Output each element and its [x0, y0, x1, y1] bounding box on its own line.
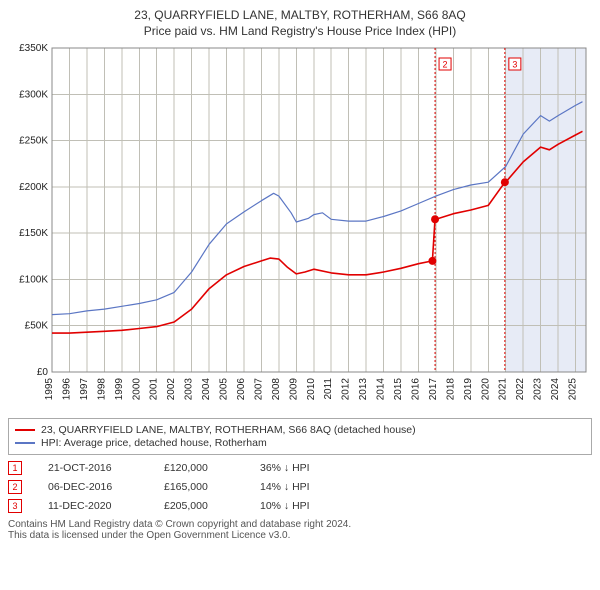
attribution: Contains HM Land Registry data © Crown c… [8, 519, 592, 541]
chart-title: 23, QUARRYFIELD LANE, MALTBY, ROTHERHAM,… [8, 8, 592, 22]
legend-item: HPI: Average price, detached house, Roth… [15, 437, 585, 449]
y-tick-label: £300K [19, 89, 48, 100]
x-tick-label: 2017 [428, 378, 439, 401]
transaction-date: 06-DEC-2016 [48, 481, 138, 493]
transaction-date: 21-OCT-2016 [48, 462, 138, 474]
y-tick-label: £250K [19, 136, 48, 147]
x-tick-label: 1996 [61, 378, 72, 401]
legend-label: 23, QUARRYFIELD LANE, MALTBY, ROTHERHAM,… [41, 424, 416, 436]
x-tick-label: 2001 [149, 378, 160, 401]
series-hpi [52, 102, 583, 315]
legend-swatch [15, 429, 35, 431]
y-tick-label: £50K [25, 321, 49, 332]
transaction-row: 3 11-DEC-2020 £205,000 10% ↓ HPI [8, 499, 592, 513]
y-tick-label: £200K [19, 182, 48, 193]
x-tick-label: 2000 [131, 378, 142, 401]
legend: 23, QUARRYFIELD LANE, MALTBY, ROTHERHAM,… [8, 418, 592, 455]
series-property [52, 131, 583, 333]
legend-item: 23, QUARRYFIELD LANE, MALTBY, ROTHERHAM,… [15, 424, 585, 436]
transaction-delta: 36% ↓ HPI [260, 462, 310, 474]
x-tick-label: 2024 [550, 378, 561, 401]
x-tick-label: 2011 [323, 378, 334, 400]
transaction-marker: 2 [8, 480, 22, 494]
x-tick-label: 2021 [498, 378, 509, 401]
x-tick-label: 2004 [201, 378, 212, 401]
transaction-price: £120,000 [164, 462, 234, 474]
y-tick-label: £350K [19, 44, 48, 54]
attribution-line2: This data is licensed under the Open Gov… [8, 530, 592, 541]
y-tick-label: £150K [19, 228, 48, 239]
transaction-table: 1 21-OCT-2016 £120,000 36% ↓ HPI 2 06-DEC-201… [8, 461, 592, 513]
x-tick-label: 2015 [393, 378, 404, 401]
x-tick-label: 2022 [515, 378, 526, 401]
transaction-marker: 3 [8, 499, 22, 513]
legend-label: HPI: Average price, detached house, Roth… [41, 437, 267, 449]
chart-svg: £0 £50K £100K £150K £200K £250K £300K £350K 1995… [8, 44, 592, 414]
x-tick-label: 2005 [219, 378, 230, 401]
x-tick-label: 2025 [568, 378, 579, 401]
x-tick-label: 2018 [445, 378, 456, 401]
chart-subtitle: Price paid vs. HM Land Registry's House … [8, 24, 592, 38]
event-marker-dot [431, 215, 439, 223]
chart-area: £0 £50K £100K £150K £200K £250K £300K £350K 1995… [8, 44, 592, 414]
x-tick-label: 2002 [166, 378, 177, 401]
transaction-price: £165,000 [164, 481, 234, 493]
x-tick-label: 2023 [533, 378, 544, 401]
legend-swatch [15, 442, 35, 444]
x-tick-label: 1999 [114, 378, 125, 401]
x-tick-label: 2012 [341, 378, 352, 401]
attribution-line1: Contains HM Land Registry data © Crown c… [8, 519, 592, 530]
event-marker-dot [501, 178, 509, 186]
transaction-date: 11-DEC-2020 [48, 500, 138, 512]
y-tick-label: £100K [19, 274, 48, 285]
transaction-price: £205,000 [164, 500, 234, 512]
event-marker-dot [428, 257, 436, 265]
transaction-delta: 10% ↓ HPI [260, 500, 310, 512]
x-tick-label: 2010 [306, 378, 317, 401]
transaction-row: 2 06-DEC-2016 £165,000 14% ↓ HPI [8, 480, 592, 494]
x-tick-label: 2016 [410, 378, 421, 401]
x-tick-label: 2006 [236, 378, 247, 401]
x-tick-label: 2007 [253, 378, 264, 401]
x-tick-label: 2014 [376, 378, 387, 401]
x-tick-label: 2009 [288, 378, 299, 401]
transaction-row: 1 21-OCT-2016 £120,000 36% ↓ HPI [8, 461, 592, 475]
x-tick-label: 2008 [271, 378, 282, 401]
x-tick-label: 1997 [79, 378, 90, 401]
x-tick-label: 1995 [44, 378, 55, 401]
x-tick-label: 2013 [358, 378, 369, 401]
x-tick-label: 1998 [96, 378, 107, 401]
shaded-forecast-region [506, 48, 586, 372]
transaction-marker: 1 [8, 461, 22, 475]
x-tick-label: 2019 [463, 378, 474, 401]
x-tick-label: 2003 [184, 378, 195, 401]
transaction-delta: 14% ↓ HPI [260, 481, 310, 493]
x-tick-label: 2020 [480, 378, 491, 401]
y-tick-label: £0 [37, 367, 49, 378]
event-vline-label: 2 [443, 60, 448, 70]
event-vline-label: 3 [512, 60, 517, 70]
